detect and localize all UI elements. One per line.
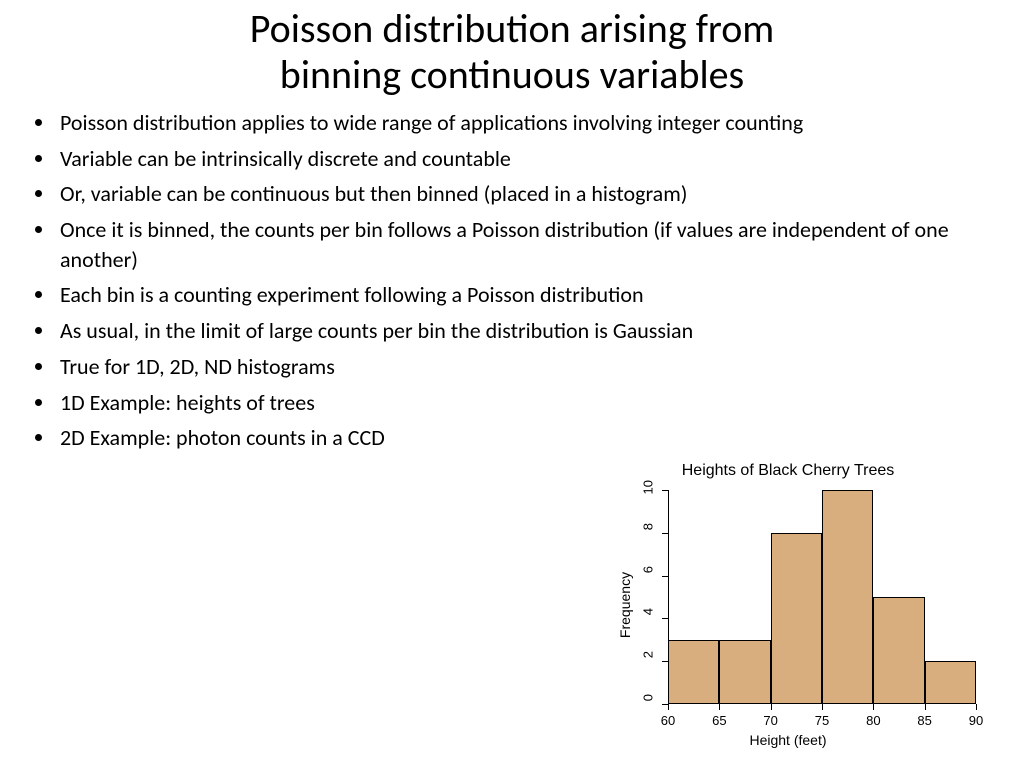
- bullet-item: 2D Example: photon counts in a CCD: [56, 423, 1000, 453]
- x-tick-label: 80: [866, 713, 880, 728]
- histogram-bar: [873, 597, 924, 704]
- bullet-item: Once it is binned, the counts per bin fo…: [56, 215, 1000, 274]
- x-tick-label: 65: [712, 713, 726, 728]
- y-tick: [662, 618, 668, 619]
- bullet-item: Variable can be intrinsically discrete a…: [56, 144, 1000, 174]
- chart-ylabel: Frequency: [617, 572, 633, 638]
- histogram-bar: [925, 661, 976, 704]
- title-line-1: Poisson distribution arising from: [250, 4, 775, 53]
- x-tick-label: 75: [815, 713, 829, 728]
- histogram-bar: [719, 640, 770, 704]
- histogram-bar: [822, 490, 873, 704]
- y-tick-label: 4: [641, 608, 656, 628]
- histogram-bar: [668, 640, 719, 704]
- y-tick-label: 2: [641, 651, 656, 671]
- x-tick-label: 60: [661, 713, 675, 728]
- x-tick: [771, 704, 772, 710]
- x-tick: [976, 704, 977, 710]
- bullet-item: Each bin is a counting experiment follow…: [56, 280, 1000, 310]
- x-tick-label: 70: [763, 713, 777, 728]
- chart-title: Heights of Black Cherry Trees: [588, 462, 988, 480]
- bullet-list: Poisson distribution applies to wide ran…: [0, 108, 1024, 453]
- title-line-2: binning continuous variables: [280, 50, 744, 99]
- x-tick: [873, 704, 874, 710]
- histogram-chart: Heights of Black Cherry Trees Frequency …: [588, 460, 988, 750]
- y-tick-label: 10: [641, 480, 656, 500]
- bullet-item: As usual, in the limit of large counts p…: [56, 316, 1000, 346]
- slide-title: Poisson distribution arising from binnin…: [0, 0, 1024, 98]
- histogram-bar: [771, 533, 822, 704]
- y-tick-label: 6: [641, 566, 656, 586]
- y-tick-label: 8: [641, 523, 656, 543]
- y-tick: [662, 490, 668, 491]
- x-tick: [925, 704, 926, 710]
- y-tick: [662, 576, 668, 577]
- bullet-item: Poisson distribution applies to wide ran…: [56, 108, 1000, 138]
- x-tick-label: 85: [917, 713, 931, 728]
- y-tick: [662, 533, 668, 534]
- chart-plot-area: 024681060657075808590: [668, 490, 976, 704]
- y-tick-label: 0: [641, 694, 656, 714]
- x-tick: [822, 704, 823, 710]
- bullet-item: Or, variable can be continuous but then …: [56, 179, 1000, 209]
- bullet-item: 1D Example: heights of trees: [56, 388, 1000, 418]
- x-tick: [719, 704, 720, 710]
- chart-xlabel: Height (feet): [588, 732, 988, 748]
- bullet-item: True for 1D, 2D, ND histograms: [56, 352, 1000, 382]
- x-tick: [668, 704, 669, 710]
- x-tick-label: 90: [969, 713, 983, 728]
